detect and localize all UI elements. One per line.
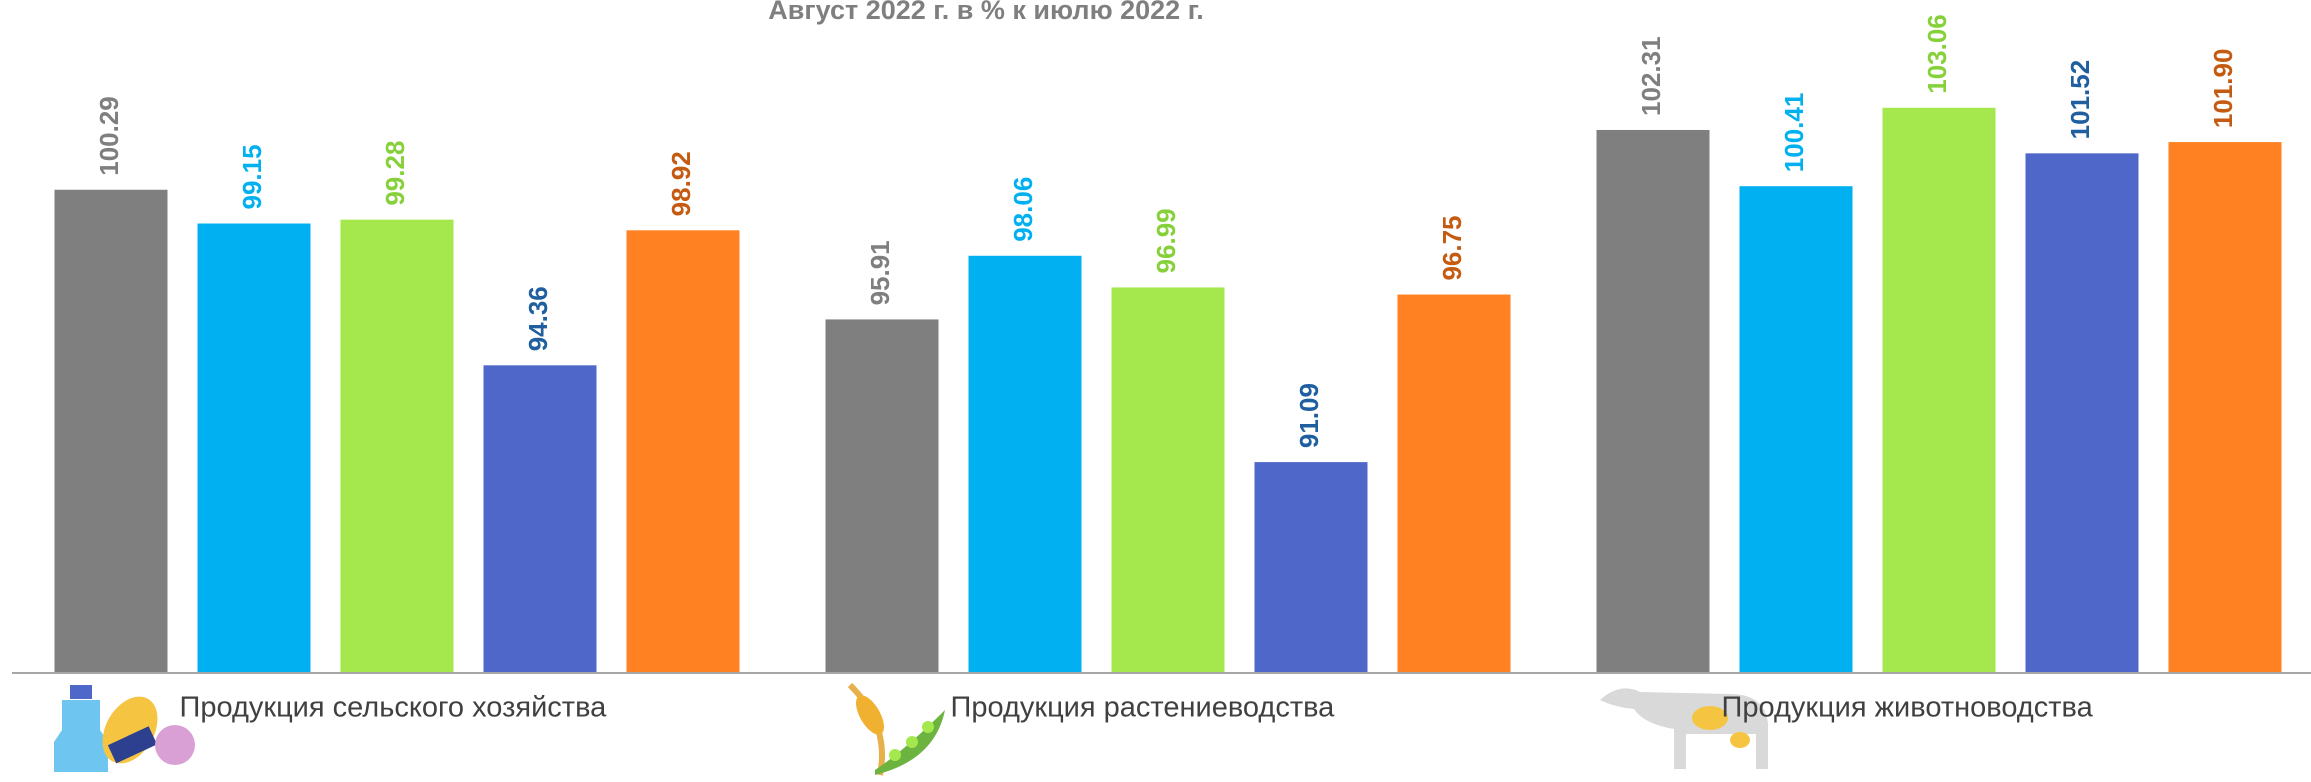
- chart: Август 2022 г. в % к июлю 2022 г. Продук…: [0, 0, 2311, 782]
- value-label: 95.91: [865, 240, 895, 305]
- value-label: 99.15: [237, 144, 267, 209]
- value-label: 96.99: [1151, 208, 1181, 273]
- bar: [198, 224, 311, 672]
- value-label: 96.75: [1437, 215, 1467, 280]
- bar: [969, 256, 1082, 672]
- x-tick-label: Продукция животноводства: [1722, 692, 2094, 724]
- bar: [1740, 186, 1853, 672]
- page: Август 2022 г. в % к июлю 2022 г. Продук…: [0, 0, 2311, 782]
- bar: [1255, 462, 1368, 672]
- x-tick-label: Продукция растениеводства: [951, 692, 1336, 724]
- bar: [627, 230, 740, 672]
- chart-title: Август 2022 г. в % к июлю 2022 г.: [768, 0, 1203, 25]
- bar: [1883, 108, 1996, 672]
- bar: [2169, 142, 2282, 672]
- value-label: 91.09: [1294, 383, 1324, 448]
- value-label: 94.36: [523, 286, 553, 351]
- value-label: 101.90: [2208, 49, 2238, 129]
- bar: [1398, 295, 1511, 672]
- bar: [1112, 287, 1225, 672]
- bar: [55, 190, 168, 672]
- bar: [484, 365, 597, 672]
- x-tick-label: Продукция сельского хозяйства: [180, 692, 608, 724]
- value-label: 103.06: [1922, 14, 1952, 94]
- value-label: 98.92: [666, 151, 696, 216]
- bar: [826, 319, 939, 672]
- value-label: 99.28: [380, 141, 410, 206]
- bar: [1597, 130, 1710, 672]
- value-label: 100.29: [94, 96, 124, 176]
- value-label: 102.31: [1636, 36, 1666, 116]
- icon-agriculture: [54, 685, 195, 773]
- icon-crops: [850, 685, 945, 775]
- value-label: 100.41: [1779, 93, 1809, 173]
- value-label: 101.52: [2065, 60, 2095, 140]
- bar: [2026, 153, 2139, 672]
- value-label: 98.06: [1008, 177, 1038, 242]
- bar: [341, 220, 454, 672]
